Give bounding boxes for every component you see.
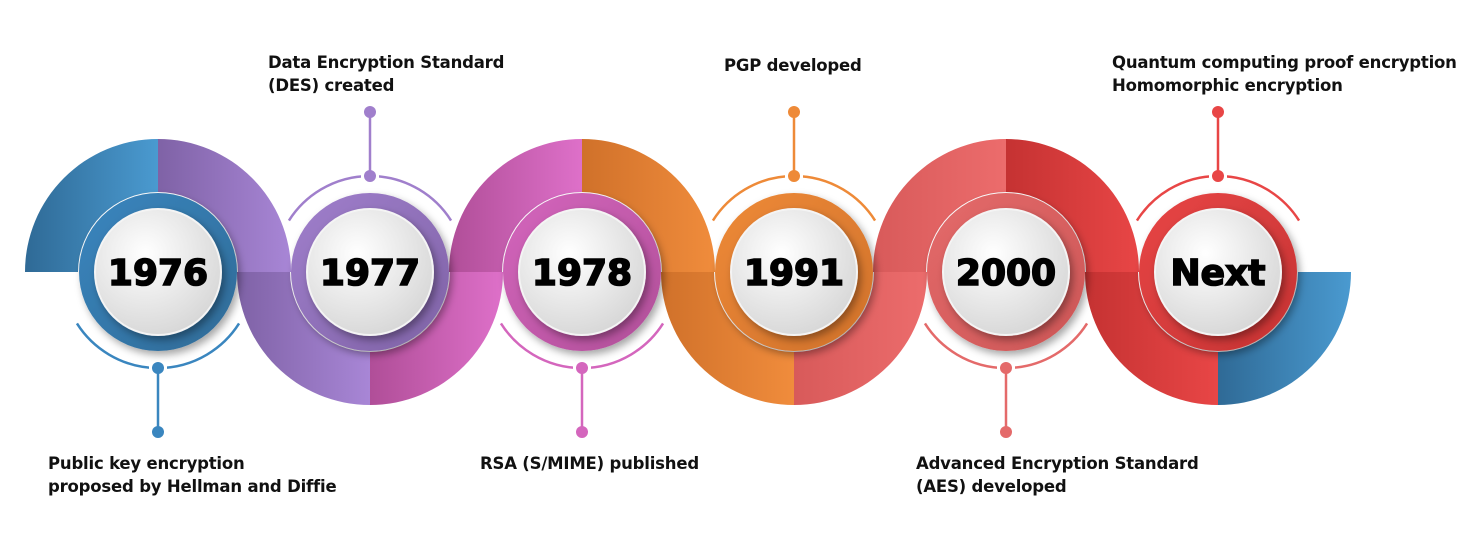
milestone-disc [306, 208, 434, 336]
milestone-node-2000: 2000 [923, 193, 1089, 438]
label-line: Homomorphic encryption [1112, 76, 1343, 95]
label-line: PGP developed [724, 56, 862, 75]
milestone-node-1978: 1978 [499, 193, 665, 438]
milestone-year: 2000 [956, 253, 1056, 294]
wave-band-segment [449, 139, 582, 272]
connector-end-dot [788, 106, 800, 118]
connector-dot [788, 170, 800, 182]
connector-dot [364, 170, 376, 182]
label-line: (AES) developed [916, 477, 1067, 496]
wave-band-segment [370, 272, 503, 405]
milestone-disc [1154, 208, 1282, 336]
milestone-node-next: Next [1135, 106, 1301, 351]
label-line: Quantum computing proof encryption [1112, 53, 1457, 72]
milestone-label-next: Quantum computing proof encryption Homom… [1112, 51, 1457, 97]
milestone-disc [730, 208, 858, 336]
label-line: proposed by Hellman and Diffie [48, 477, 337, 496]
wave-band-segment [237, 272, 370, 405]
milestone-node-1977: 1977 [287, 106, 453, 351]
wave-band-segment [1085, 272, 1218, 405]
milestone-disc [518, 208, 646, 336]
milestone-year: 1977 [320, 253, 420, 294]
label-line: Public key encryption [48, 454, 245, 473]
wave-band-segment [1218, 272, 1351, 405]
milestone-year: 1978 [532, 253, 632, 294]
connector-end-dot [1212, 106, 1224, 118]
milestone-year: 1991 [744, 253, 844, 294]
connector-end-dot [1000, 426, 1012, 438]
milestone-label-1978: RSA (S/MIME) published [480, 452, 699, 475]
connector-dot [1212, 170, 1224, 182]
milestone-label-2000: Advanced Encryption Standard (AES) devel… [916, 452, 1199, 498]
label-line: (DES) created [268, 76, 395, 95]
milestone-label-1991: PGP developed [724, 54, 862, 77]
milestone-year: 1976 [108, 253, 208, 294]
milestone-disc [942, 208, 1070, 336]
wave-band-segment [582, 139, 715, 272]
wave-band-segment [1006, 139, 1139, 272]
wave-band-segment [794, 272, 927, 405]
milestone-label-1976: Public key encryption proposed by Hellma… [48, 452, 337, 498]
connector-end-dot [576, 426, 588, 438]
milestone-disc [94, 208, 222, 336]
milestone-year: Next [1171, 253, 1266, 294]
wave-band-segment [873, 139, 1006, 272]
wave-band-segment [661, 272, 794, 405]
connector-end-dot [364, 106, 376, 118]
connector-dot [576, 362, 588, 374]
label-line: Advanced Encryption Standard [916, 454, 1199, 473]
milestone-node-1976: 1976 [75, 193, 241, 438]
connector-dot [152, 362, 164, 374]
connector-dot [1000, 362, 1012, 374]
milestone-node-1991: 1991 [711, 106, 877, 351]
milestone-label-1977: Data Encryption Standard (DES) created [268, 51, 504, 97]
connector-end-dot [152, 426, 164, 438]
label-line: RSA (S/MIME) published [480, 454, 699, 473]
label-line: Data Encryption Standard [268, 53, 505, 72]
wave-band-segment [25, 139, 158, 272]
wave-band-segment [158, 139, 291, 272]
